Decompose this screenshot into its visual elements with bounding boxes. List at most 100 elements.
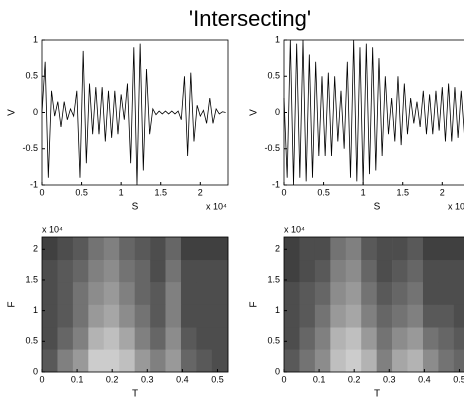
x-tick-label: 0.5 <box>75 187 88 197</box>
heatmap-cell <box>330 281 347 305</box>
heatmap-cell <box>314 281 331 305</box>
heatmap-cell <box>150 237 166 261</box>
heatmap-cell <box>407 259 424 283</box>
heatmap-cell <box>150 281 166 305</box>
heatmap-cell <box>284 327 300 350</box>
y-tick-label: -0.5 <box>264 143 280 153</box>
heatmap-cell <box>211 327 229 350</box>
heatmap-cell <box>119 281 135 305</box>
x-tick-label: 0.2 <box>106 374 119 384</box>
heatmap-cell <box>119 349 135 373</box>
heatmap-cell <box>422 281 439 305</box>
axes-box <box>283 236 464 373</box>
y-tick-label: -1 <box>272 179 280 189</box>
heatmap-cell <box>103 259 120 283</box>
y-axis-label: F <box>249 301 260 307</box>
heatmap-cell <box>314 349 331 373</box>
heatmap-cell <box>438 304 455 328</box>
heatmap-cell <box>72 281 89 305</box>
heatmap-cell <box>299 349 316 373</box>
heatmap-cell <box>407 281 424 305</box>
x-tick-label: 0.3 <box>141 374 154 384</box>
heatmap-cell <box>211 237 229 261</box>
heatmap-cell <box>57 237 74 261</box>
x-tick-label: 0.4 <box>176 374 189 384</box>
heatmap-cell <box>119 304 135 328</box>
y-tick-label: -1 <box>30 179 38 189</box>
y-tick-label: 0 <box>33 107 38 117</box>
heatmap-cell <box>392 281 408 305</box>
heatmap-cell <box>119 327 135 350</box>
heatmap-cell <box>422 237 439 261</box>
heatmap-cell <box>119 237 135 261</box>
heatmap-cell <box>453 304 464 328</box>
heatmap-cell <box>438 259 455 283</box>
y-axis-label: V <box>7 109 18 116</box>
heatmap-cell <box>134 259 151 283</box>
x-axis-label: S <box>132 202 139 213</box>
y-tick-label: 0.5 <box>267 336 280 346</box>
heatmap-cell <box>438 349 455 373</box>
heatmap-cell <box>196 327 213 350</box>
y-tick-label: 0.5 <box>25 71 38 81</box>
heatmap-cell <box>299 281 316 305</box>
heatmap-cell <box>314 327 331 350</box>
heatmap-cell <box>284 281 300 305</box>
heatmap-cell <box>345 259 362 283</box>
heatmap-cell <box>150 304 166 328</box>
heatmap-cell <box>376 281 393 305</box>
x-axis-label: S <box>374 202 381 213</box>
heatmap-cell <box>284 237 300 261</box>
x-tick-label: 0.1 <box>313 374 326 384</box>
heatmap-cell <box>57 259 74 283</box>
y-tick-label: 0 <box>275 107 280 117</box>
heatmap-cell <box>134 281 151 305</box>
heatmap-cell <box>453 259 464 283</box>
heatmap-cell <box>180 304 197 328</box>
heatmap-cell <box>103 304 120 328</box>
heatmap-cell <box>407 327 424 350</box>
heatmap-cell <box>72 327 89 350</box>
heatmap-cell <box>284 304 300 328</box>
y-tick-label: 0 <box>33 366 38 376</box>
x-tick-label: 0 <box>39 374 44 384</box>
figure-title: 'Intersecting' <box>189 6 311 31</box>
y-multiplier: x 10⁴ <box>42 224 63 234</box>
heatmap-cell <box>361 281 377 305</box>
heatmap-cell <box>376 349 393 373</box>
y-tick-label: 0 <box>275 366 280 376</box>
heatmap-cell <box>196 304 213 328</box>
heatmap-cell <box>42 259 58 283</box>
y-tick-label: 1.5 <box>267 274 280 284</box>
heatmap-cell <box>57 327 74 350</box>
x-tick-label: 0.2 <box>348 374 361 384</box>
heatmap-cell <box>453 237 464 261</box>
x-tick-label: 1 <box>119 187 124 197</box>
heatmap-cell <box>180 281 197 305</box>
heatmap-cell <box>134 237 151 261</box>
x-tick-label: 1 <box>361 187 366 197</box>
heatmap-cell <box>211 281 229 305</box>
x-axis-label: T <box>374 389 380 400</box>
x-tick-label: 2 <box>198 187 203 197</box>
heatmap-cell <box>314 304 331 328</box>
heatmap-cell <box>119 259 135 283</box>
x-tick-label: 0 <box>39 187 44 197</box>
heatmap-cell <box>72 237 89 261</box>
heatmap-cell <box>376 259 393 283</box>
y-tick-label: 0.5 <box>267 71 280 81</box>
heatmap-cell <box>88 327 105 350</box>
heatmap-cell <box>88 304 105 328</box>
y-tick-label: 1 <box>33 305 38 315</box>
x-tick-label: 1.5 <box>396 187 409 197</box>
heatmap-cell <box>438 281 455 305</box>
y-tick-label: 1.5 <box>25 274 38 284</box>
heatmap-cell <box>88 349 105 373</box>
heatmap-cell <box>196 349 213 373</box>
heatmap-cell <box>299 304 316 328</box>
heatmap-cell <box>180 259 197 283</box>
heatmap-cell <box>422 259 439 283</box>
y-tick-label: 2 <box>33 244 38 254</box>
heatmap-cell <box>376 237 393 261</box>
